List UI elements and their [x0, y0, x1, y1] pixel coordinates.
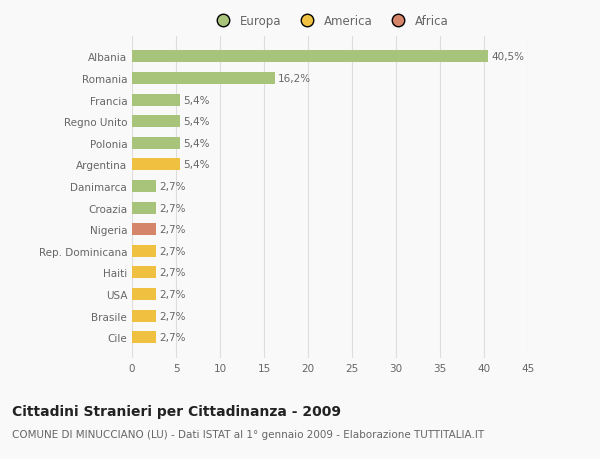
Text: 16,2%: 16,2% [278, 74, 311, 84]
Legend: Europa, America, Africa: Europa, America, Africa [206, 11, 454, 33]
Bar [132, 202, 156, 214]
Bar [132, 95, 179, 106]
Text: 2,7%: 2,7% [159, 332, 186, 342]
Text: 5,4%: 5,4% [183, 160, 209, 170]
Bar [132, 181, 156, 192]
Bar [132, 138, 179, 150]
Text: 5,4%: 5,4% [183, 139, 209, 148]
Text: 2,7%: 2,7% [159, 311, 186, 321]
Bar [132, 310, 156, 322]
Text: 2,7%: 2,7% [159, 225, 186, 235]
Bar [132, 288, 156, 300]
Bar [132, 224, 156, 235]
Text: 2,7%: 2,7% [159, 246, 186, 256]
Bar [132, 116, 179, 128]
Bar [132, 73, 275, 85]
Text: 5,4%: 5,4% [183, 117, 209, 127]
Bar [132, 267, 156, 279]
Bar [132, 159, 179, 171]
Bar [132, 245, 156, 257]
Bar [132, 331, 156, 343]
Text: 2,7%: 2,7% [159, 268, 186, 278]
Text: 2,7%: 2,7% [159, 289, 186, 299]
Text: Cittadini Stranieri per Cittadinanza - 2009: Cittadini Stranieri per Cittadinanza - 2… [12, 404, 341, 418]
Text: COMUNE DI MINUCCIANO (LU) - Dati ISTAT al 1° gennaio 2009 - Elaborazione TUTTITA: COMUNE DI MINUCCIANO (LU) - Dati ISTAT a… [12, 429, 484, 439]
Text: 2,7%: 2,7% [159, 203, 186, 213]
Text: 5,4%: 5,4% [183, 95, 209, 106]
Text: 2,7%: 2,7% [159, 182, 186, 191]
Bar [132, 51, 488, 63]
Text: 40,5%: 40,5% [492, 52, 525, 62]
